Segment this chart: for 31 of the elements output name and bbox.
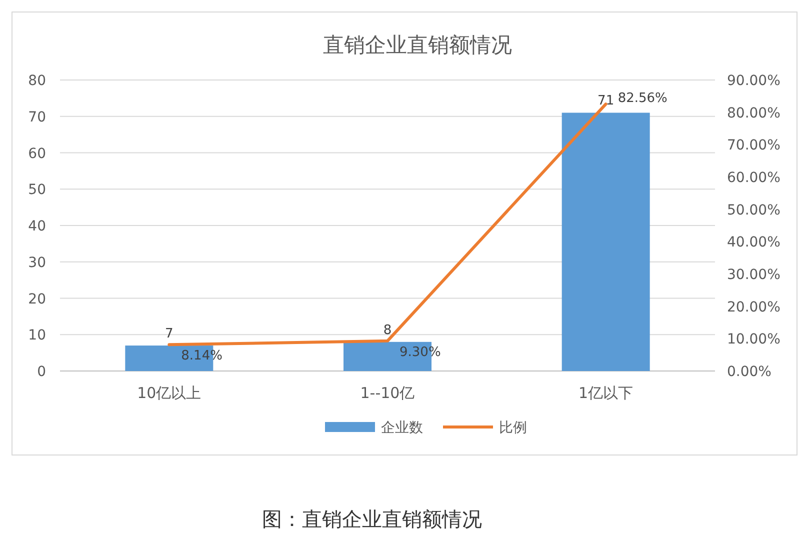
y-tick-label: 70 <box>28 109 46 126</box>
y2-tick-label: 90.00% <box>727 73 780 89</box>
y-tick-label: 30 <box>28 254 46 271</box>
y-tick-label: 0 <box>37 364 46 380</box>
y-tick-label: 10 <box>28 328 46 344</box>
y2-tick-label: 30.00% <box>727 267 780 283</box>
chart-title: 直销企业直销额情况 <box>323 33 512 57</box>
y2-tick-label: 80.00% <box>727 105 780 122</box>
x-tick-label: 1--10亿 <box>360 384 415 402</box>
text: 图：直销企业直销额情况 <box>262 507 482 531</box>
y-tick-label: 50 <box>28 182 46 198</box>
y2-tick-label: 70.00% <box>727 138 780 154</box>
x-tick-label: 10亿以上 <box>137 384 202 402</box>
legend-label: 企业数 <box>381 420 423 436</box>
y2-tick-label: 0.00% <box>727 364 772 380</box>
y2-tick-label: 40.00% <box>727 234 780 251</box>
bar <box>562 112 650 371</box>
data-label: 7 <box>165 326 174 342</box>
x-tick-label: 1亿以下 <box>578 384 634 402</box>
data-label: 82.56% <box>618 91 668 106</box>
y2-tick-label: 50.00% <box>727 202 780 218</box>
y-tick-label: 60 <box>28 146 46 162</box>
y2-tick-label: 10.00% <box>727 332 780 348</box>
legend-label: 比例 <box>499 420 527 436</box>
y-tick-label: 20 <box>28 291 46 308</box>
y2-tick-label: 20.00% <box>727 299 780 316</box>
y-tick-label: 40 <box>28 218 46 234</box>
y-tick-label: 80 <box>28 73 46 89</box>
data-label: 71 <box>598 94 614 109</box>
y2-tick-label: 60.00% <box>727 170 780 186</box>
data-label: 8 <box>383 322 392 338</box>
